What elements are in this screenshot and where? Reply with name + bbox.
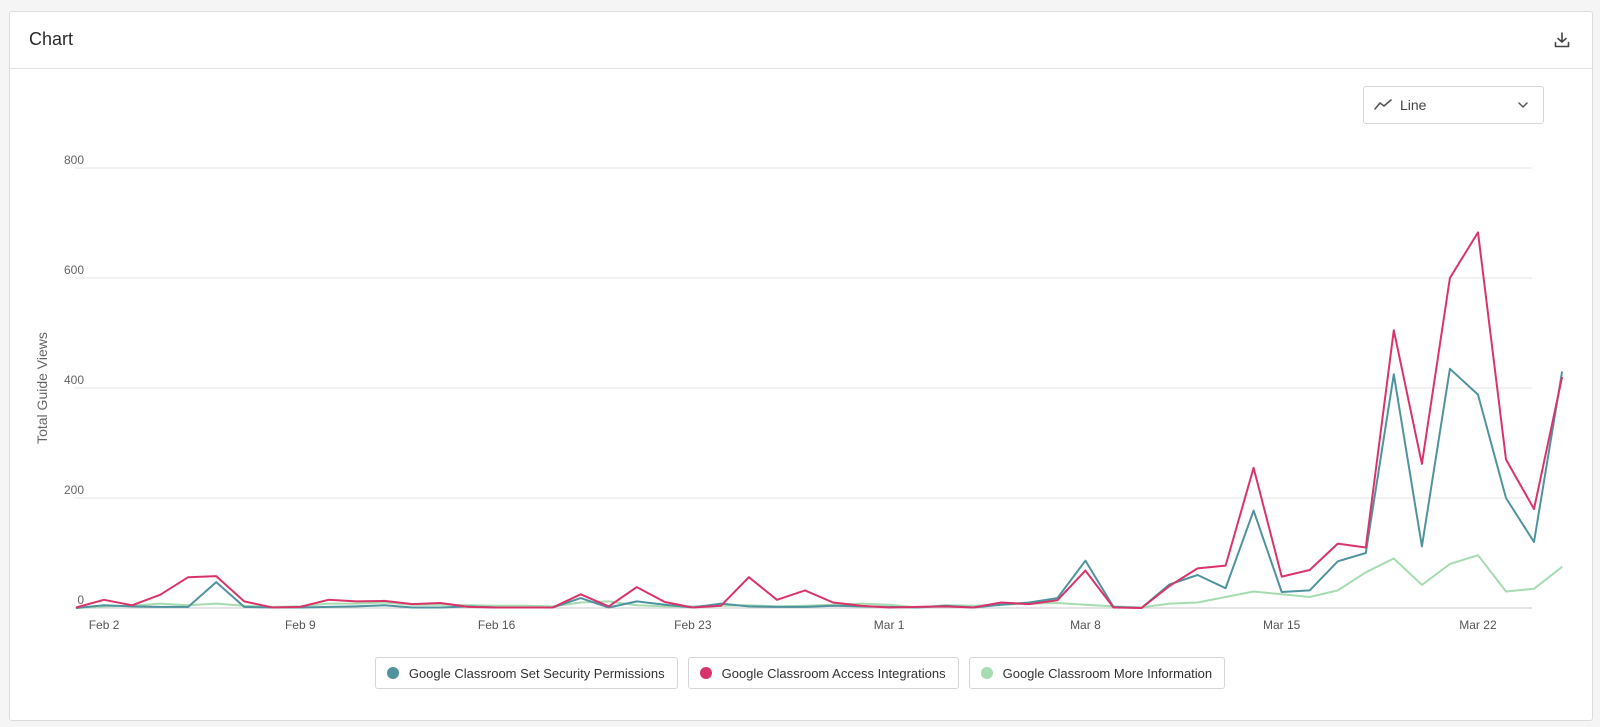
y-tick-label: 600 [64,263,84,277]
card-header: Chart [10,12,1592,69]
legend-item-info[interactable]: Google Classroom More Information [968,657,1226,689]
legend-dot [699,667,712,679]
chart-type-select[interactable]: Line [1363,86,1544,124]
chart-card: Chart [9,11,1593,721]
x-tick-label: Mar 22 [1459,618,1497,632]
y-axis-label: Total Guide Views [34,332,50,444]
legend-item-security[interactable]: Google Classroom Set Security Permission… [374,657,678,689]
legend-dot [980,667,993,679]
legend-label: Google Classroom More Information [1002,665,1213,681]
x-tick-label: Feb 23 [674,618,712,632]
line-chart-icon [1374,99,1392,111]
legend-dot [386,667,399,679]
series-line [75,231,1564,609]
legend-item-access[interactable]: Google Classroom Access Integrations [687,657,959,689]
x-tick-label: Feb 9 [285,618,316,632]
y-tick-label: 400 [64,373,84,387]
download-icon [1554,32,1570,48]
chart-legend: Google Classroom Set Security Permission… [0,657,1600,689]
x-tick-label: Mar 8 [1070,618,1101,632]
y-tick-label: 0 [77,593,84,607]
chevron-down-icon [1517,99,1529,111]
chart-type-label: Line [1400,97,1427,113]
download-button[interactable] [1548,26,1576,54]
y-tick-label: 800 [64,153,84,167]
x-tick-label: Feb 2 [89,618,120,632]
legend-label: Google Classroom Access Integrations [721,665,946,681]
card-title: Chart [29,29,74,49]
series-line [75,367,1564,609]
x-tick-label: Mar 15 [1263,618,1301,632]
x-tick-label: Mar 1 [874,618,905,632]
y-tick-label: 200 [64,483,84,497]
series-line [75,554,1563,609]
legend-label: Google Classroom Set Security Permission… [408,665,665,681]
x-tick-label: Feb 16 [478,618,516,632]
